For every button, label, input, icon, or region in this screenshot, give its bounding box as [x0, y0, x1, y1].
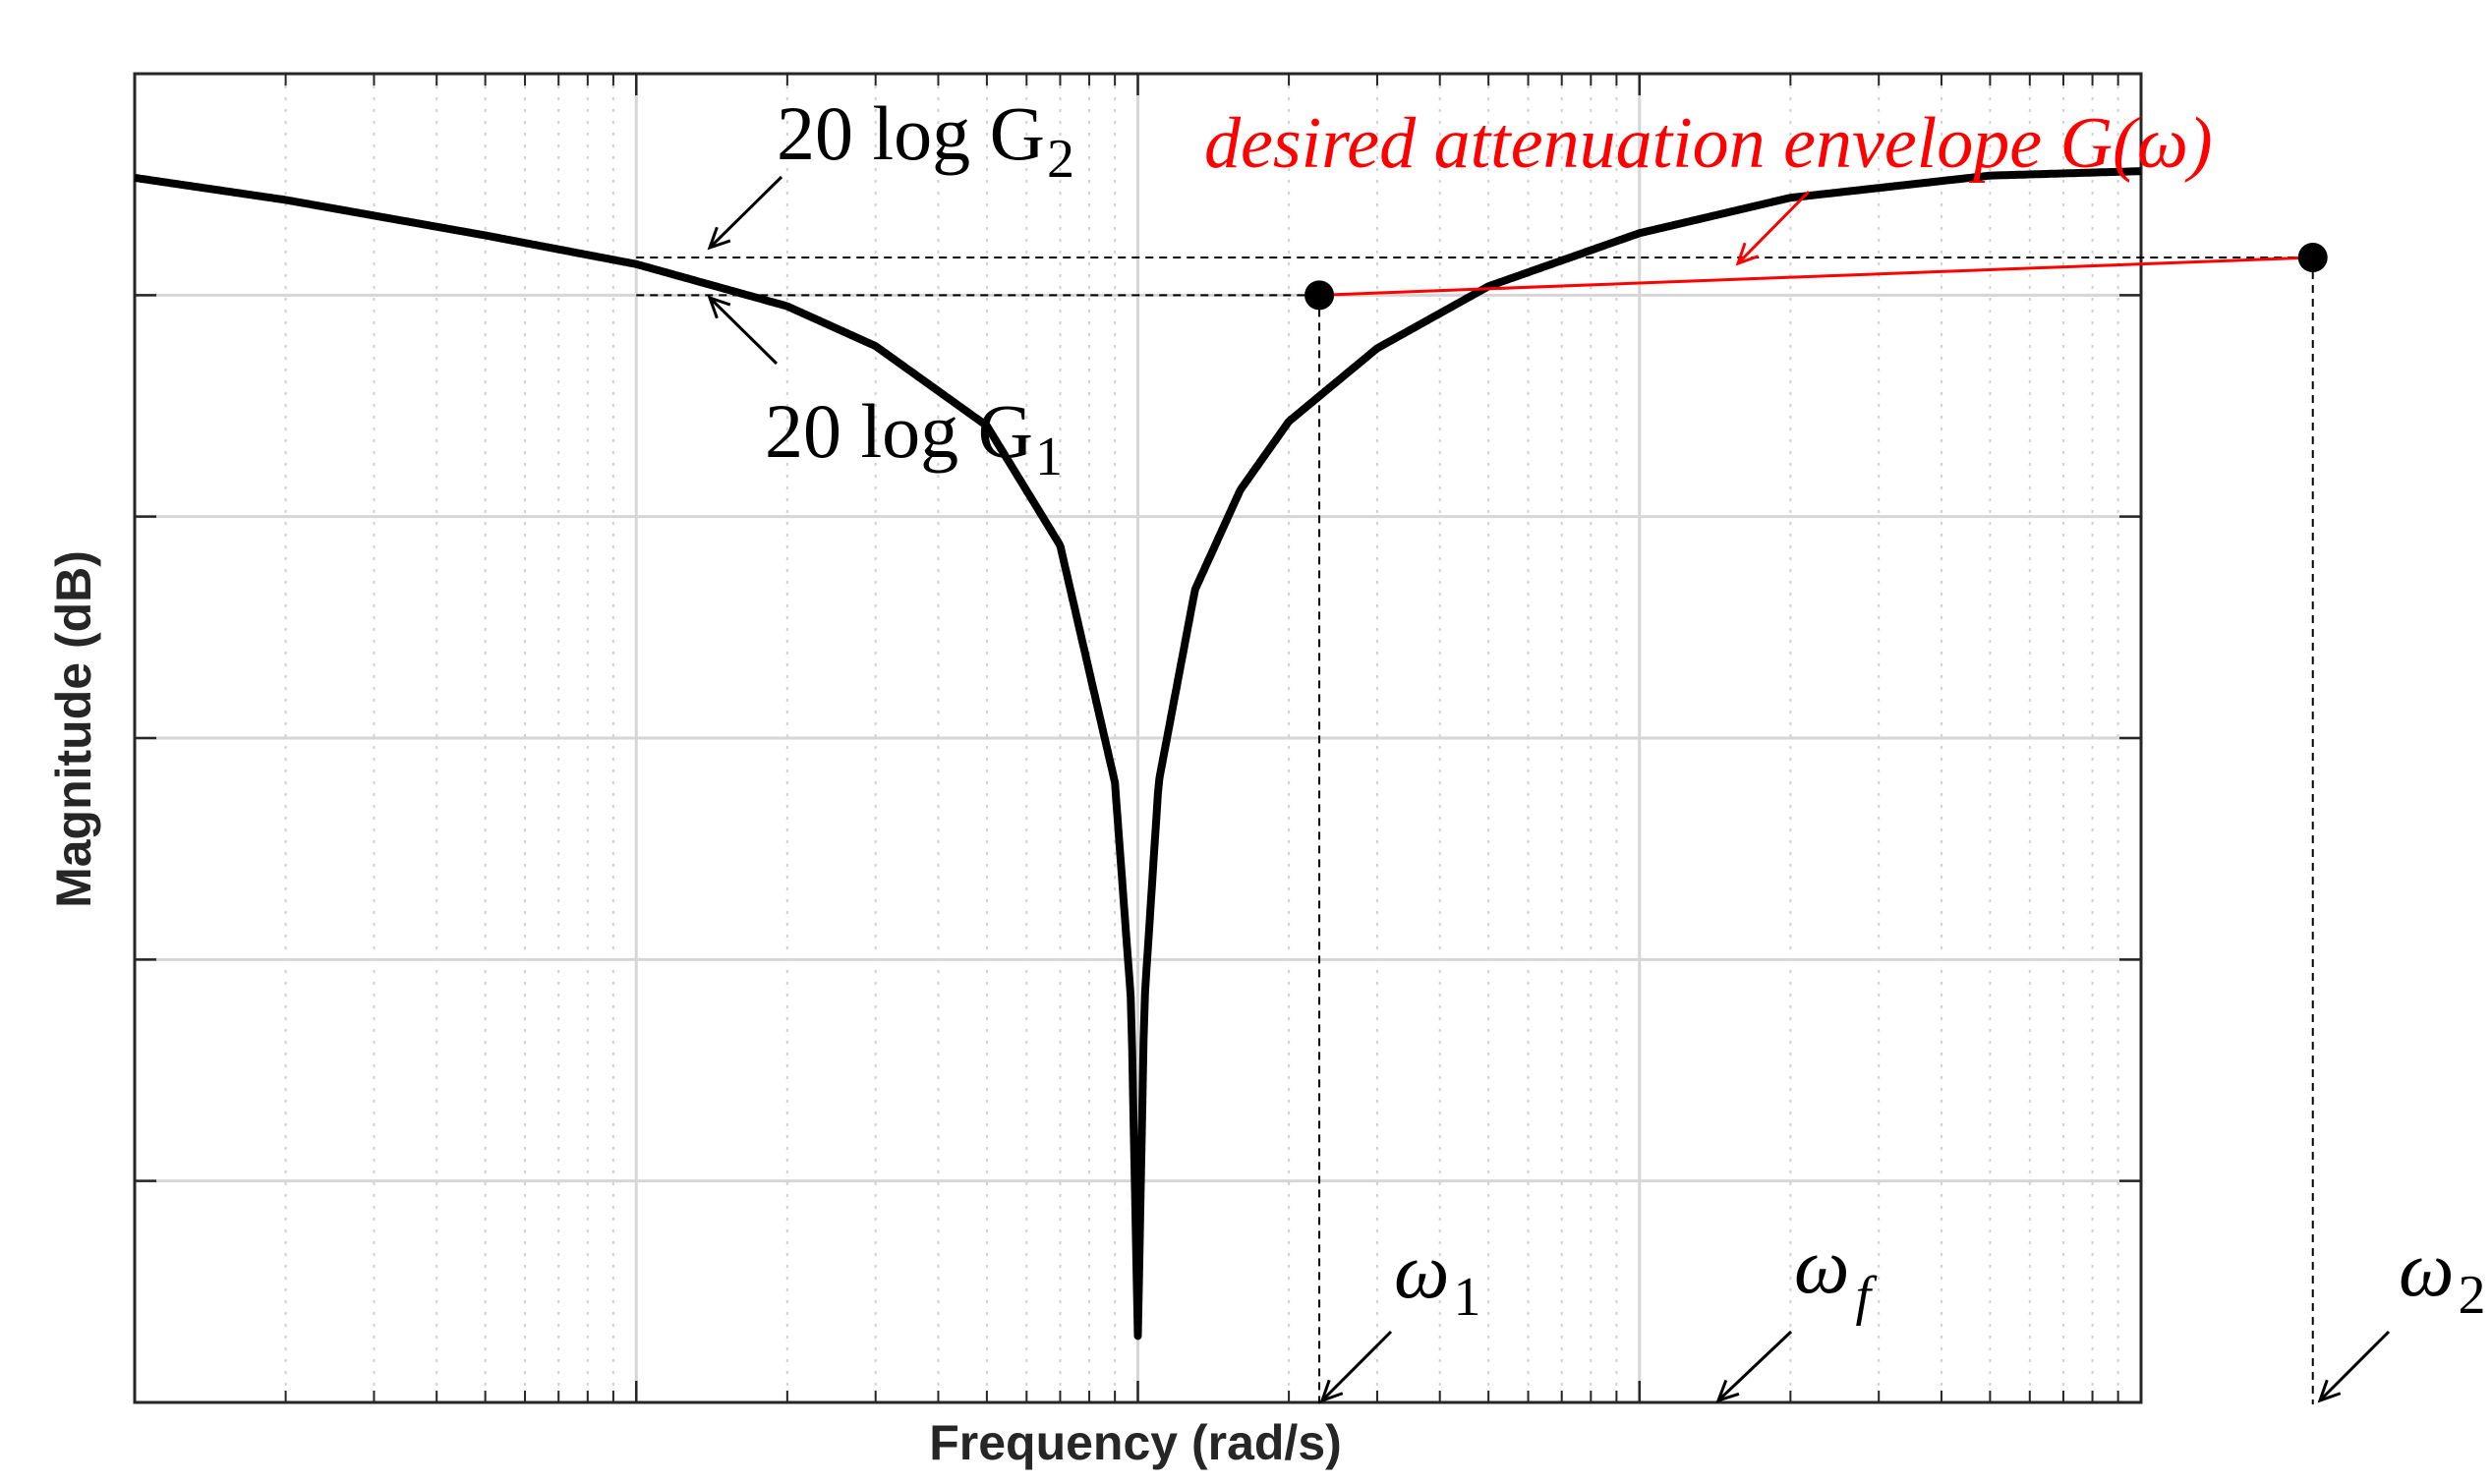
arrow-omegaf	[1716, 1330, 1793, 1402]
g2-annotation-text: 20 log G	[777, 90, 1045, 176]
arrow-omega2-head	[2317, 1379, 2342, 1403]
omega1-label: ω1	[1394, 1228, 1480, 1328]
arrow-envelope-head	[1735, 242, 1760, 266]
omegaf-sub: f	[1855, 1266, 1878, 1327]
omega2-label: ω2	[2399, 1227, 2485, 1326]
data-point	[1304, 280, 1335, 311]
series-line-notch-magnitude	[132, 167, 2144, 1341]
x-axis-label: Frequency (rad/s)	[929, 1415, 1342, 1470]
omegaf-symbol: ω	[1794, 1224, 1849, 1310]
envelope-label: desired attenuation envelope G(ω)	[1204, 103, 2213, 184]
arrow-omega2	[2318, 1330, 2391, 1402]
series-line-envelope	[1319, 256, 2313, 297]
arrow-omegaf-head	[1715, 1379, 1740, 1403]
omega1-symbol: ω	[1394, 1228, 1449, 1315]
omega1-sub: 1	[1453, 1267, 1480, 1328]
arrow-g2	[708, 175, 783, 250]
plot-frame	[133, 72, 2143, 1404]
arrow-envelope	[1736, 190, 1811, 265]
g1-annotation: 20 log G1	[765, 388, 1063, 487]
g2-annotation-sub: 2	[1047, 129, 1074, 190]
arrow-g2-head	[707, 226, 731, 251]
g1-annotation-text: 20 log G	[765, 388, 1033, 474]
axis-ticks	[135, 74, 2141, 1402]
y-axis-label: Magnitude (dB)	[46, 550, 101, 908]
omega2-symbol: ω	[2399, 1227, 2454, 1313]
arrow-g1	[708, 296, 779, 366]
annotation-arrows	[707, 175, 2391, 1403]
arrow-omega1-head	[1319, 1379, 1344, 1403]
data-point	[2297, 243, 2328, 273]
arrow-g1-head	[707, 295, 731, 319]
g2-annotation: 20 log G2	[777, 90, 1074, 190]
g1-annotation-sub: 1	[1035, 427, 1063, 487]
omega2-sub: 2	[2458, 1265, 2485, 1326]
data-points	[1304, 243, 2328, 311]
arrow-omega1	[1320, 1330, 1393, 1402]
